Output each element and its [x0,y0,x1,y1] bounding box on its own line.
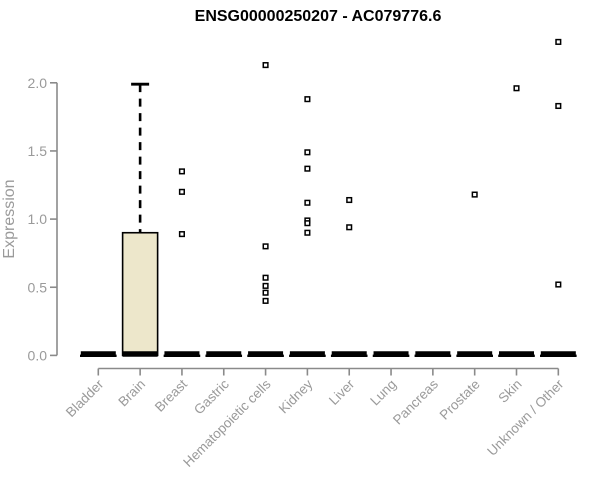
x-tick-label: Kidney [276,376,316,416]
outlier-point [471,191,478,198]
y-tick-label: 1.0 [28,211,48,227]
outlier-point [262,62,269,69]
outlier-point [555,102,562,110]
outlier-point [178,188,185,195]
outlier-point [304,149,311,156]
x-tick-label: Skin [495,377,524,406]
outlier-point [178,168,185,175]
y-tick-label: 0.0 [28,347,48,363]
outlier-point [346,196,353,204]
y-tick-label: 2.0 [28,75,48,91]
y-tick-label: 0.5 [28,279,48,295]
outlier-point [304,199,311,206]
y-tick-label: 1.5 [28,143,48,159]
x-tick-label: Lung [367,377,399,409]
x-tick-label: Prostate [437,377,483,423]
outlier-point [304,220,311,227]
outlier-point [304,229,311,236]
outlier-point [346,224,353,231]
outlier-point [555,281,562,288]
outlier-point [262,243,269,250]
chart-title: ENSG00000250207 - AC079776.6 [194,8,442,25]
box-brain [121,231,159,357]
outlier-point [262,282,269,289]
x-tick-label: Gastric [191,376,232,417]
x-tick-label: Liver [326,376,358,408]
outlier-point [262,274,269,281]
x-tick-label: Bladder [63,376,107,420]
outlier-point [262,297,269,304]
x-tick-label: Pancreas [390,376,441,427]
x-tick-label: Breast [152,376,190,414]
x-tick-label: Brain [115,377,148,410]
x-tick-label: Unknown / Other [484,376,567,459]
outlier-point [304,96,311,103]
outlier-point [178,231,185,238]
outlier-point [513,85,520,92]
outlier-point [304,165,311,172]
outlier-point [555,38,562,45]
outlier-point [262,289,269,296]
